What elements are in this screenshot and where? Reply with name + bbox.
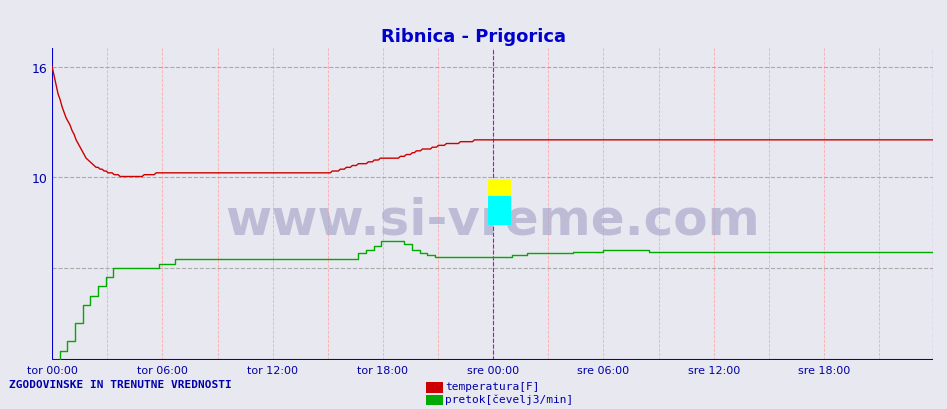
Text: ZGODOVINSKE IN TRENUTNE VREDNOSTI: ZGODOVINSKE IN TRENUTNE VREDNOSTI: [9, 380, 232, 389]
Text: temperatura[F]: temperatura[F]: [445, 382, 540, 391]
Text: Ribnica - Prigorica: Ribnica - Prigorica: [381, 28, 566, 46]
Text: pretok[čevelj3/min]: pretok[čevelj3/min]: [445, 393, 573, 404]
Text: www.si-vreme.com: www.si-vreme.com: [225, 196, 759, 244]
